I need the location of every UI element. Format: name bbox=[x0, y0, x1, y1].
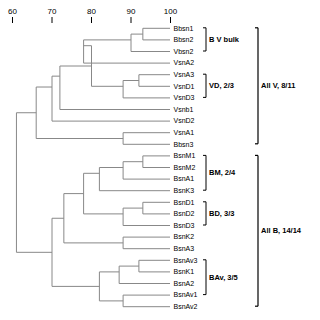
svg-text:70: 70 bbox=[48, 7, 57, 16]
svg-text:BsnD3: BsnD3 bbox=[174, 222, 195, 229]
svg-text:VsnA3: VsnA3 bbox=[174, 71, 195, 78]
svg-text:BAv, 3/5: BAv, 3/5 bbox=[209, 273, 238, 282]
svg-text:VsnD3: VsnD3 bbox=[174, 94, 195, 101]
svg-text:BsnAv2: BsnAv2 bbox=[174, 303, 198, 310]
svg-text:Bbsn3: Bbsn3 bbox=[174, 141, 194, 148]
svg-text:Vbsn2: Vbsn2 bbox=[174, 48, 194, 55]
svg-text:B V bulk: B V bulk bbox=[209, 35, 240, 44]
svg-text:BsnM2: BsnM2 bbox=[174, 164, 196, 171]
svg-text:BsnA3: BsnA3 bbox=[174, 245, 195, 252]
svg-text:VD, 2/3: VD, 2/3 bbox=[209, 81, 234, 90]
svg-text:100: 100 bbox=[164, 7, 178, 16]
svg-text:BsnK3: BsnK3 bbox=[174, 187, 195, 194]
svg-text:VsnA2: VsnA2 bbox=[174, 59, 195, 66]
svg-text:60: 60 bbox=[8, 7, 17, 16]
svg-text:Bbsn2: Bbsn2 bbox=[174, 36, 194, 43]
svg-text:VsnD1: VsnD1 bbox=[174, 83, 195, 90]
svg-text:All V, 8/11: All V, 8/11 bbox=[261, 81, 295, 90]
svg-text:80: 80 bbox=[87, 7, 96, 16]
svg-text:BsnA1: BsnA1 bbox=[174, 175, 195, 182]
svg-text:BsnD2: BsnD2 bbox=[174, 210, 195, 217]
svg-text:VsnA1: VsnA1 bbox=[174, 129, 195, 136]
svg-text:BM, 2/4: BM, 2/4 bbox=[209, 168, 236, 177]
svg-text:Vsnb1: Vsnb1 bbox=[174, 106, 194, 113]
svg-text:BsnM1: BsnM1 bbox=[174, 152, 196, 159]
svg-text:BD, 3/3: BD, 3/3 bbox=[209, 209, 234, 218]
svg-text:VsnD2: VsnD2 bbox=[174, 117, 195, 124]
svg-text:BsnK1: BsnK1 bbox=[174, 268, 195, 275]
svg-text:BsnAv3: BsnAv3 bbox=[174, 257, 198, 264]
svg-text:BsnAv1: BsnAv1 bbox=[174, 291, 198, 298]
svg-text:Bbsn1: Bbsn1 bbox=[174, 25, 194, 32]
svg-text:BsnA2: BsnA2 bbox=[174, 280, 195, 287]
svg-text:90: 90 bbox=[127, 7, 136, 16]
svg-text:BsnK2: BsnK2 bbox=[174, 233, 195, 240]
svg-text:BsnD1: BsnD1 bbox=[174, 199, 195, 206]
svg-text:All B, 14/14: All B, 14/14 bbox=[261, 226, 302, 235]
